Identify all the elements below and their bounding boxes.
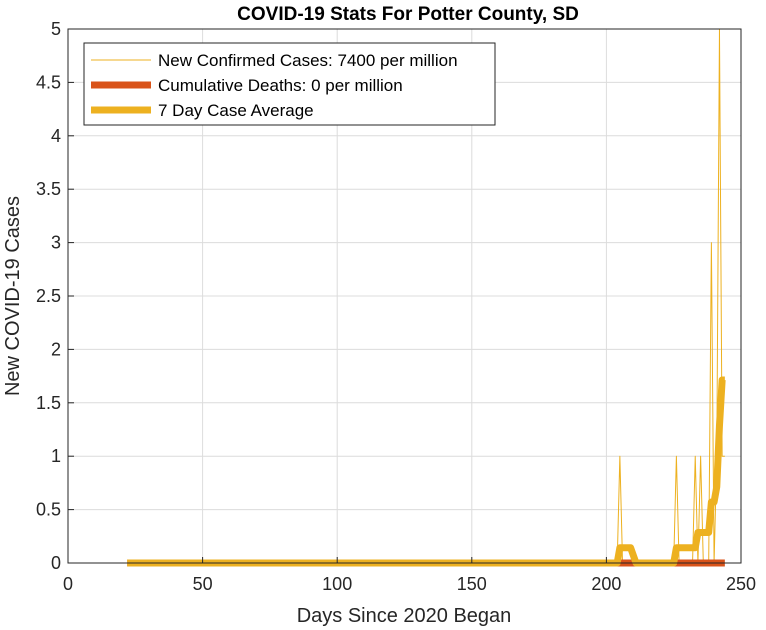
x-tick-label: 0 (63, 574, 73, 594)
y-tick-label: 0.5 (36, 500, 61, 520)
x-tick-label: 50 (193, 574, 213, 594)
x-tick-label: 200 (591, 574, 621, 594)
y-tick-label: 3 (51, 233, 61, 253)
legend-label-deaths: Cumulative Deaths: 0 per million (158, 76, 403, 95)
y-tick-label: 5 (51, 19, 61, 39)
y-axis-label: New COVID-19 Cases (2, 196, 24, 396)
series-7day-average (127, 376, 726, 567)
y-tick-label: 4.5 (36, 72, 61, 92)
legend-box (83, 42, 496, 126)
y-tick-label: 1.5 (36, 393, 61, 413)
legend: New Confirmed Cases: 7400 per million Cu… (83, 42, 496, 126)
x-tick-label: 250 (726, 574, 756, 594)
y-tick-label: 2.5 (36, 286, 61, 306)
y-tick-label: 3.5 (36, 179, 61, 199)
legend-label-new-cases: New Confirmed Cases: 7400 per million (158, 51, 458, 70)
x-tick-label: 100 (322, 574, 352, 594)
chart-title: COVID-19 Stats For Potter County, SD (237, 4, 579, 25)
legend-label-7day-average: 7 Day Case Average (158, 101, 314, 120)
tick-labels: 0 50 100 150 200 250 0 0.5 1 1.5 2 2.5 3 3.5 4 4.5 5 (36, 19, 756, 594)
y-tick-label: 1 (51, 446, 61, 466)
y-tick-label: 2 (51, 339, 61, 359)
y-tick-label: 4 (51, 126, 61, 146)
x-axis-label: Days Since 2020 Began (297, 605, 512, 627)
x-tick-label: 150 (457, 574, 487, 594)
y-tick-label: 0 (51, 553, 61, 573)
